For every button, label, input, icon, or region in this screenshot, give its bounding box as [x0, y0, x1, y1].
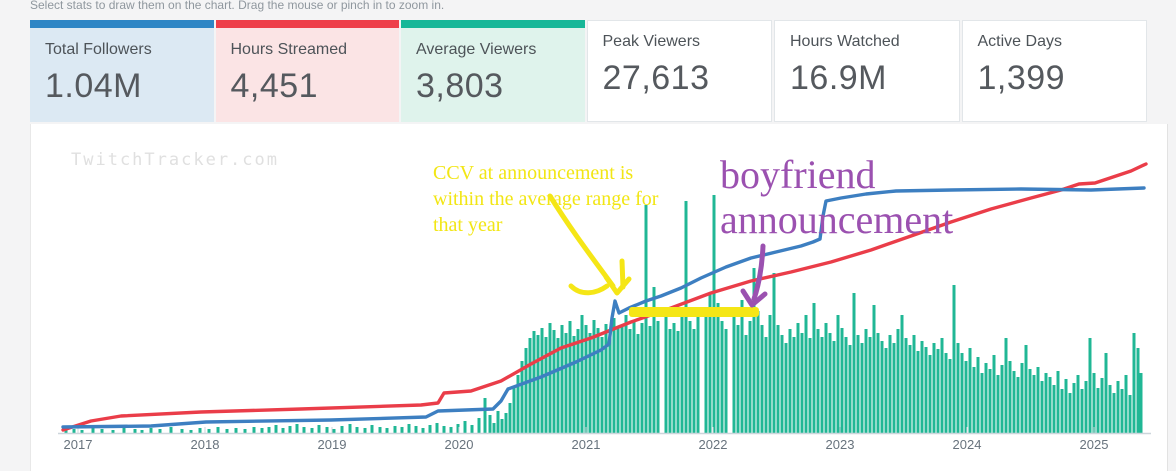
viewers-bars — [64, 195, 1143, 433]
stat-value: 1,399 — [977, 59, 1066, 97]
axis: 2017 2018 2019 2020 2021 2022 2023 2024 2025 — [58, 427, 1151, 452]
x-axis-year-label: 2024 — [953, 437, 982, 452]
x-axis-year-label: 2017 — [64, 437, 93, 452]
stat-label: Hours Streamed — [230, 41, 348, 58]
stat-value: 1.04M — [45, 67, 142, 105]
chart-area[interactable]: 2017 2018 2019 2020 2021 2022 2023 2024 2025 Twi… — [30, 124, 1168, 471]
stat-label: Hours Watched — [790, 33, 900, 50]
stat-value: 3,803 — [416, 67, 504, 105]
stat-card-average-viewers[interactable]: Average Viewers 3,803 — [401, 20, 585, 122]
twitchtracker-watermark: TwitchTracker.com — [71, 150, 279, 170]
stat-label: Peak Viewers — [602, 33, 701, 50]
stat-value: 16.9M — [790, 59, 887, 97]
stat-label: Total Followers — [45, 41, 152, 58]
x-axis-year-label: 2023 — [826, 437, 855, 452]
chart-svg[interactable]: 2017 2018 2019 2020 2021 2022 2023 2024 2025 — [31, 124, 1169, 471]
stat-card-hours-watched[interactable]: Hours Watched 16.9M — [774, 20, 960, 122]
stats-card-row: Total Followers 1.04M Hours Streamed 4,4… — [30, 20, 1147, 122]
x-axis-year-label: 2025 — [1080, 437, 1109, 452]
hand-drawn-annotations — [547, 193, 768, 317]
stat-card-active-days[interactable]: Active Days 1,399 — [961, 20, 1147, 122]
x-axis-year-label: 2018 — [191, 437, 220, 452]
instruction-text: Select stats to draw them on the chart. … — [30, 0, 445, 12]
x-axis-year-label: 2019 — [318, 437, 347, 452]
boyfriend-annotation-text: boyfriend announcement — [720, 152, 954, 242]
stat-value: 27,613 — [602, 59, 710, 97]
stat-card-hours-streamed[interactable]: Hours Streamed 4,451 — [215, 20, 399, 122]
ccv-annotation-text: CCV at announcement is within the averag… — [433, 162, 659, 236]
lines — [61, 162, 1148, 432]
stat-card-peak-viewers[interactable]: Peak Viewers 27,613 — [586, 20, 772, 122]
stat-value: 4,451 — [230, 67, 319, 105]
x-axis-year-label: 2020 — [445, 437, 474, 452]
x-axis-year-label: 2022 — [699, 437, 728, 452]
stat-card-total-followers[interactable]: Total Followers 1.04M — [30, 20, 214, 122]
stat-label: Average Viewers — [416, 41, 537, 58]
x-axis-year-label: 2021 — [572, 437, 601, 452]
stat-label: Active Days — [977, 33, 1062, 50]
